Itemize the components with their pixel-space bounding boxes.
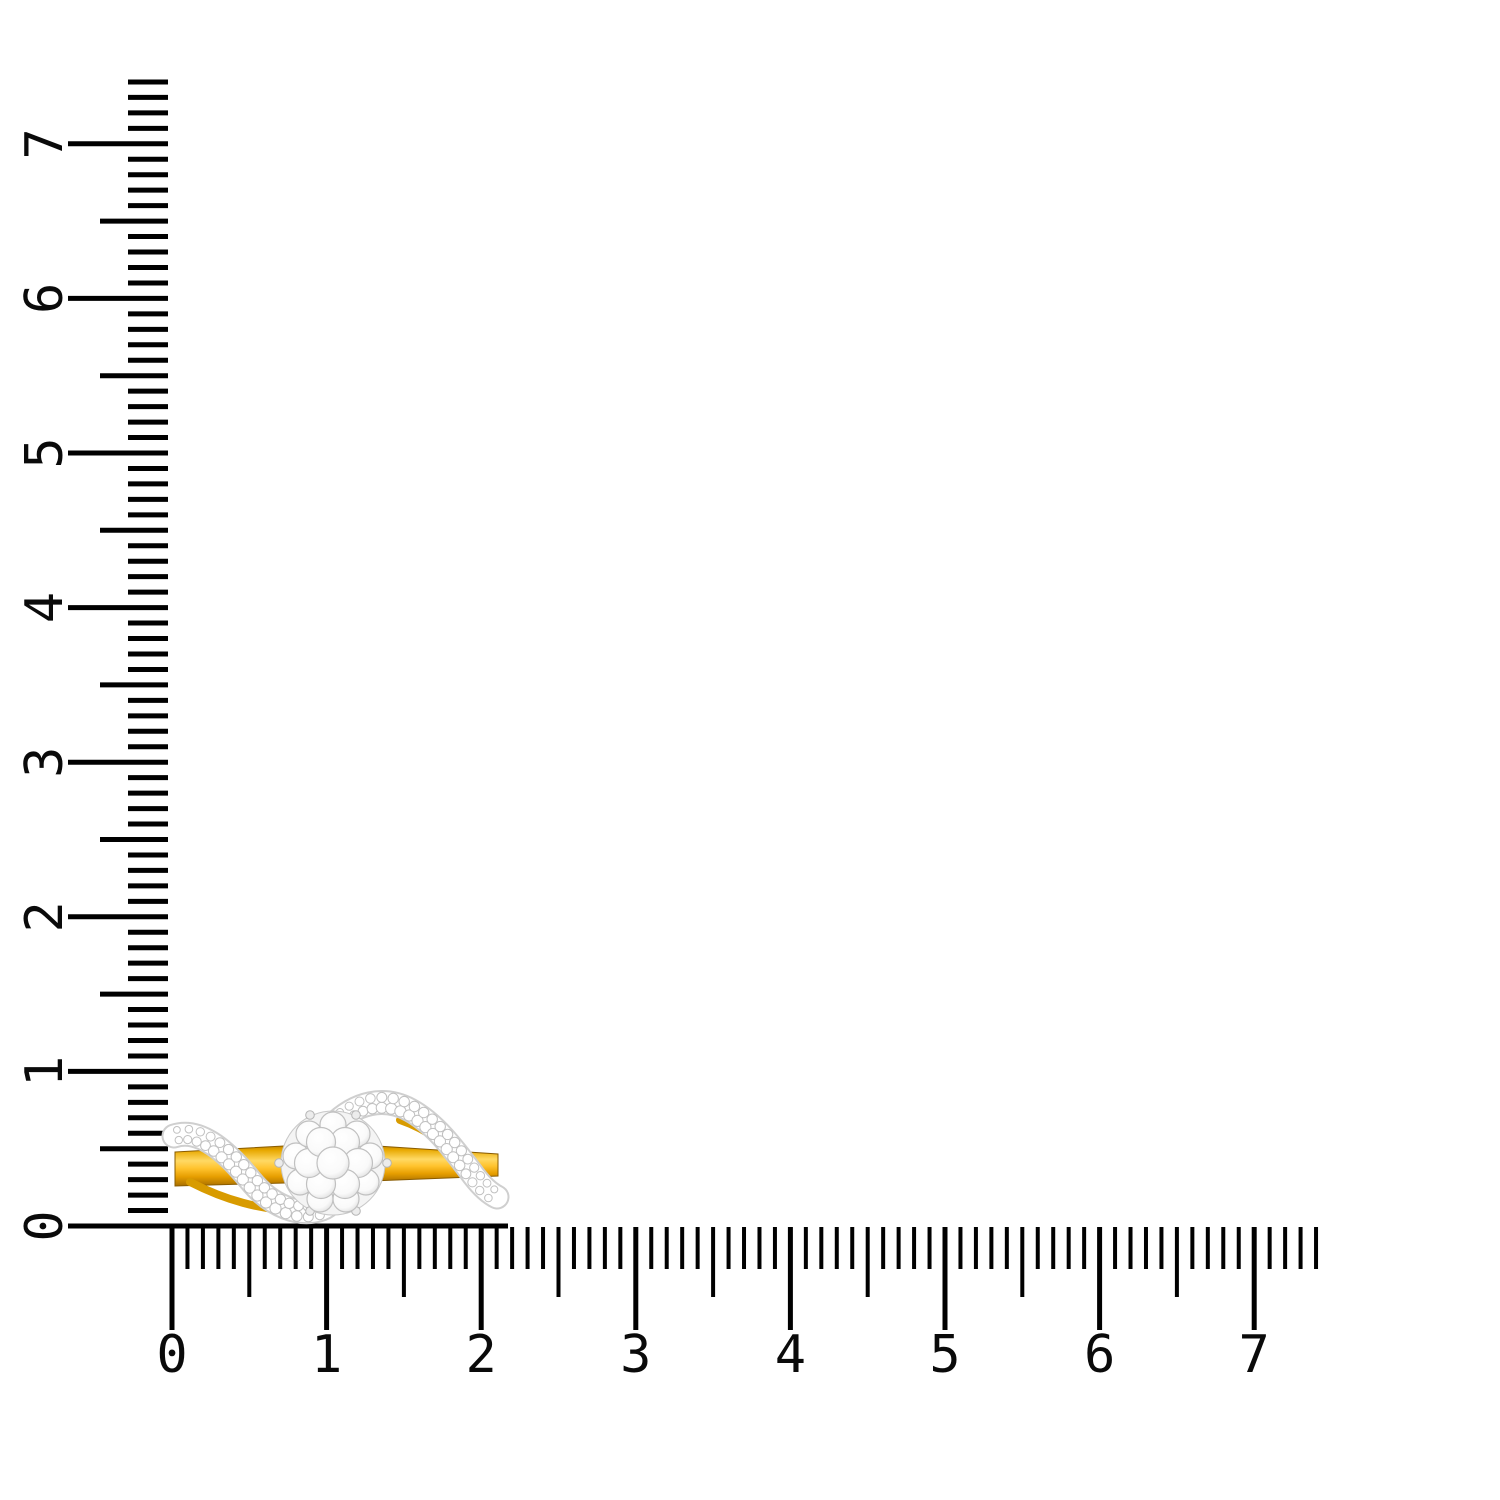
pave-stone bbox=[229, 1165, 243, 1178]
pave-stone bbox=[259, 1196, 273, 1209]
pave-stone bbox=[467, 1177, 478, 1188]
pave-stone bbox=[475, 1171, 486, 1181]
pave-stone bbox=[236, 1173, 249, 1186]
pave-stone bbox=[173, 1126, 181, 1134]
pave-stone bbox=[245, 1167, 257, 1179]
pave-stone bbox=[482, 1178, 492, 1188]
pave-stone bbox=[279, 1207, 292, 1220]
v-ruler-label-6: 6 bbox=[15, 283, 75, 314]
pave-stone bbox=[398, 1095, 410, 1108]
pave-stone bbox=[344, 1101, 354, 1111]
pave-stone bbox=[455, 1145, 467, 1157]
pave-stone bbox=[460, 1168, 472, 1180]
pave-stone bbox=[411, 1114, 424, 1127]
pave-stone bbox=[266, 1188, 278, 1200]
pave-stone bbox=[441, 1128, 454, 1141]
pave-stone bbox=[222, 1143, 235, 1156]
v-ruler-label-0: 0 bbox=[15, 1210, 75, 1241]
pave-stone bbox=[207, 1145, 220, 1157]
pave-stone bbox=[283, 1197, 295, 1210]
pave-stone bbox=[195, 1127, 205, 1137]
v-ruler-label-3: 3 bbox=[15, 747, 75, 778]
pave-stone bbox=[434, 1120, 446, 1133]
pave-stone bbox=[440, 1143, 453, 1156]
pave-stone bbox=[365, 1093, 376, 1104]
v-ruler-label-7: 7 bbox=[15, 128, 75, 159]
pave-stone bbox=[183, 1135, 193, 1145]
h-ruler-label-2: 2 bbox=[466, 1325, 497, 1385]
v-ruler-label-4: 4 bbox=[15, 592, 75, 623]
pave-stone bbox=[191, 1136, 202, 1147]
h-ruler-label-5: 5 bbox=[929, 1325, 960, 1385]
pave-stone bbox=[184, 1124, 194, 1134]
pave-stone bbox=[238, 1159, 250, 1171]
pave-stone bbox=[449, 1136, 461, 1149]
pave-stone bbox=[214, 1137, 226, 1148]
h-ruler-label-3: 3 bbox=[620, 1325, 651, 1385]
pave-stone bbox=[462, 1153, 474, 1165]
pave-stone bbox=[475, 1185, 485, 1196]
pave-stone bbox=[258, 1182, 271, 1194]
pave-stone bbox=[469, 1162, 480, 1173]
pave-stone bbox=[222, 1158, 236, 1171]
pave-stone bbox=[453, 1159, 466, 1172]
pave-stone bbox=[376, 1091, 388, 1103]
pave-stone bbox=[291, 1210, 303, 1222]
pave-stone bbox=[251, 1175, 264, 1187]
pave-stone bbox=[408, 1100, 421, 1113]
horizontal-ruler: 0 1 2 3 4 5 6 7 bbox=[156, 1227, 1319, 1385]
pave-stone bbox=[251, 1189, 264, 1202]
h-ruler-label-0: 0 bbox=[156, 1325, 187, 1385]
pave-stone bbox=[419, 1120, 432, 1134]
pave-stone bbox=[433, 1135, 446, 1148]
h-ruler-label-6: 6 bbox=[1084, 1325, 1115, 1385]
pave-stone bbox=[230, 1151, 243, 1163]
v-ruler-label-2: 2 bbox=[15, 901, 75, 932]
h-ruler-label-4: 4 bbox=[775, 1325, 806, 1385]
pave-stone bbox=[426, 1113, 438, 1125]
center-stone bbox=[316, 1146, 350, 1180]
pave-stone bbox=[215, 1151, 228, 1164]
pave-stone bbox=[387, 1092, 399, 1105]
vertical-ruler: 0 1 2 3 4 5 6 7 bbox=[15, 79, 168, 1242]
v-ruler-label-1: 1 bbox=[15, 1056, 75, 1087]
pave-stone bbox=[418, 1106, 430, 1119]
pave-stone bbox=[354, 1096, 365, 1107]
pave-stone bbox=[269, 1202, 282, 1215]
pave-stone bbox=[484, 1193, 493, 1203]
pave-stone bbox=[174, 1135, 184, 1145]
diamond-cluster bbox=[274, 1110, 392, 1216]
pave-stone bbox=[200, 1140, 211, 1151]
h-ruler-label-7: 7 bbox=[1239, 1325, 1270, 1385]
h-ruler-label-1: 1 bbox=[311, 1325, 342, 1385]
pave-stone bbox=[426, 1127, 439, 1141]
pave-stone bbox=[243, 1181, 256, 1194]
pave-stone bbox=[490, 1185, 499, 1194]
pave-stone bbox=[447, 1151, 460, 1164]
pave-stone bbox=[205, 1131, 216, 1142]
v-ruler-label-5: 5 bbox=[15, 437, 75, 468]
ring-image bbox=[161, 1090, 510, 1225]
